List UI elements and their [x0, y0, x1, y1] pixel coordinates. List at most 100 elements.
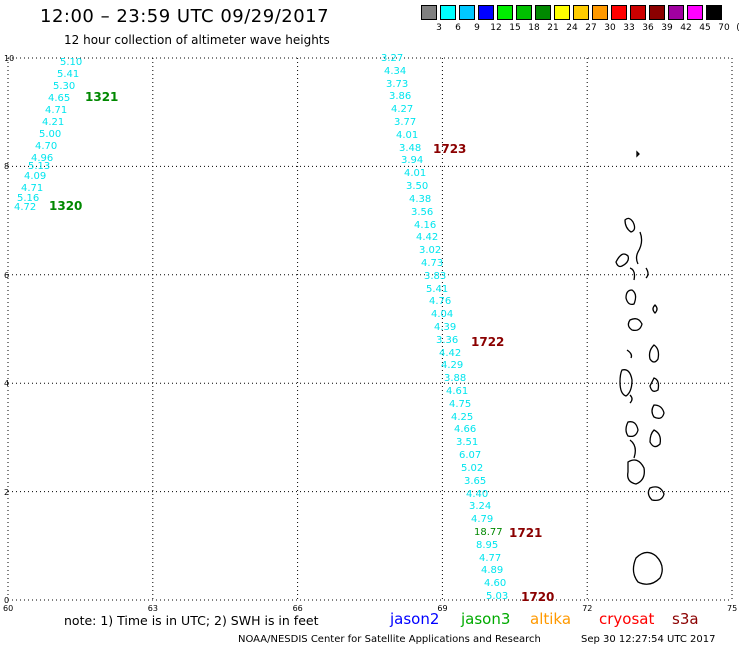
color-scale-swatch — [649, 5, 665, 20]
maldives-coastline — [615, 150, 665, 585]
color-scale-label: 15 — [509, 23, 521, 33]
color-scale-label: 9 — [474, 23, 480, 33]
latitude-label: 8 — [4, 162, 10, 172]
color-scale-swatch — [687, 5, 703, 20]
wave-height-value: 4.65 — [48, 93, 71, 104]
latitude-label: 4 — [4, 379, 10, 389]
wave-height-value: 4.25 — [451, 412, 474, 423]
wave-height-value: 3.83 — [424, 271, 447, 282]
wave-height-value: 3.51 — [456, 437, 479, 448]
wave-height-value: 4.34 — [384, 66, 407, 77]
wave-height-value: 4.61 — [446, 386, 469, 397]
track-time-label: 1722 — [471, 335, 505, 349]
wave-height-value: 4.73 — [421, 258, 444, 269]
wave-height-value: 4.42 — [439, 348, 462, 359]
wave-height-value: 3.86 — [389, 91, 412, 102]
color-scale-swatch — [668, 5, 684, 20]
wave-height-value: 5.41 — [426, 284, 449, 295]
map-title: 12:00 – 23:59 UTC 09/29/2017 — [40, 6, 330, 27]
wave-height-value: 5.03 — [486, 591, 509, 602]
longitude-label: 60 — [3, 604, 14, 613]
wave-height-value: 3.56 — [411, 207, 434, 218]
track-time-label: 1720 — [521, 590, 555, 604]
color-scale-label: 3 — [436, 23, 442, 33]
color-scale-label: 36 — [642, 23, 654, 33]
footer-credit: NOAA/NESDIS Center for Satellite Applica… — [238, 634, 541, 645]
wave-height-value: 4.70 — [35, 141, 58, 152]
wave-height-value: 4.66 — [454, 424, 477, 435]
color-scale-label: 18 — [528, 23, 540, 33]
wave-height-value: 3.73 — [386, 79, 409, 90]
wave-height-value: 4.79 — [471, 514, 494, 525]
grid-lines — [7, 57, 733, 601]
wave-height-value: 3.77 — [394, 117, 417, 128]
wave-height-value: 3.65 — [464, 476, 487, 487]
latitude-label: 0 — [4, 596, 10, 605]
satellite-legend-altika: altika — [530, 610, 572, 628]
wave-height-value: 3.36 — [436, 335, 459, 346]
wave-height-value: 5.13 — [28, 161, 51, 172]
color-scale-swatch — [706, 5, 722, 20]
wave-height-value: 4.16 — [414, 220, 437, 231]
wave-height-value: 5.02 — [461, 463, 484, 474]
satellite-legend-s3a: s3a — [672, 610, 699, 628]
satellite-legend-cryosat: cryosat — [599, 610, 655, 628]
wave-height-value: 3.48 — [399, 143, 422, 154]
track-time-label: 1321 — [85, 90, 119, 104]
color-scale-swatch — [535, 5, 551, 20]
color-scale-label: 12 — [490, 23, 502, 33]
wave-height-value: 5.41 — [57, 69, 80, 80]
latitude-label: 2 — [4, 487, 10, 497]
wave-height-value: 4.71 — [45, 105, 68, 116]
wave-height-value: 3.02 — [419, 245, 442, 256]
color-scale-label: 24 — [566, 23, 578, 33]
track-time-label: 1721 — [509, 526, 543, 540]
wave-height-value: 3.88 — [444, 373, 467, 384]
wave-height-value: 4.76 — [429, 296, 452, 307]
wave-height-value: 5.10 — [60, 57, 83, 68]
map-subtitle: 12 hour collection of altimeter wave hei… — [64, 33, 330, 47]
color-scale-label: 30 — [604, 23, 616, 33]
wave-height-value: 4.21 — [42, 117, 65, 128]
wave-height-value: 4.01 — [396, 130, 419, 141]
color-scale-label: 39 — [661, 23, 673, 33]
color-scale-label: 6 — [455, 23, 461, 33]
wave-height-value: 4.27 — [391, 104, 414, 115]
color-scale-swatch — [516, 5, 532, 20]
wave-height-value: 4.09 — [24, 171, 47, 182]
longitude-label: 66 — [292, 604, 303, 613]
wave-height-value: 3.24 — [469, 501, 492, 512]
wave-height-value: 4.96 — [31, 153, 54, 164]
latitude-label: 6 — [4, 270, 10, 280]
wave-height-value: 5.16 — [17, 193, 40, 204]
color-scale-swatch — [592, 5, 608, 20]
longitude-label: 72 — [582, 604, 593, 613]
color-scale-swatch — [478, 5, 494, 20]
wave-height-value: 4.39 — [434, 322, 457, 333]
longitude-label: 63 — [147, 604, 158, 613]
wave-height-value: 8.95 — [476, 540, 499, 551]
wave-height-value: 4.42 — [416, 232, 439, 243]
wave-height-value: 5.00 — [39, 129, 62, 140]
satellite-legend-jason2: jason2 — [390, 610, 440, 628]
color-scale-label: 42 — [680, 23, 692, 33]
wave-height-value: 4.38 — [409, 194, 432, 205]
color-scale-swatch — [497, 5, 513, 20]
wave-height-value: 5.30 — [53, 81, 76, 92]
color-scale-swatch — [611, 5, 627, 20]
color-scale-swatch — [440, 5, 456, 20]
wave-height-value: 3.50 — [406, 181, 429, 192]
wave-height-value: 4.75 — [449, 399, 472, 410]
wave-height-value: 18.77 — [474, 527, 503, 538]
wave-height-value: 3.94 — [401, 155, 424, 166]
wave-height-value: 4.60 — [484, 578, 507, 589]
footer-timestamp: Sep 30 12:27:54 UTC 2017 — [581, 634, 716, 645]
footer-note: note: 1) Time is in UTC; 2) SWH is in fe… — [64, 613, 319, 628]
wave-height-value: 4.77 — [479, 553, 502, 564]
latitude-label: 10 — [4, 54, 15, 63]
color-scale-swatch — [421, 5, 437, 20]
longitude-label: 69 — [437, 604, 448, 613]
wave-height-value: 4.40 — [466, 489, 489, 500]
satellite-legend-jason3: jason3 — [461, 610, 511, 628]
